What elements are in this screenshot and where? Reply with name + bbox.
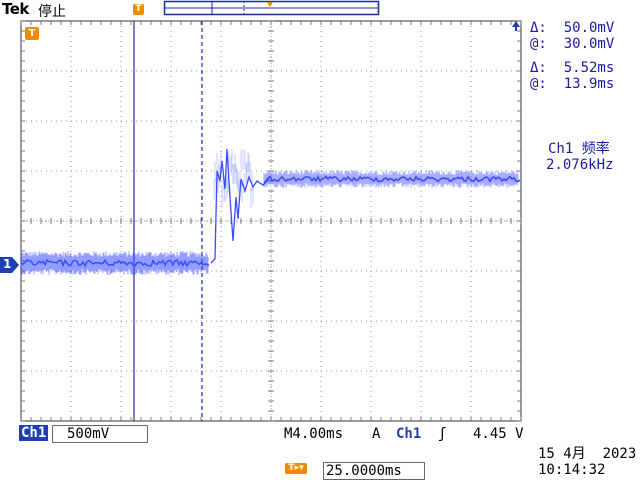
date-label: 15 4月 2023	[538, 446, 637, 462]
channel1-scale[interactable]: 500mV	[52, 425, 148, 443]
run-status: 停止	[38, 4, 66, 20]
channel1-label[interactable]: Ch1	[19, 425, 49, 441]
trace-low	[20, 258, 210, 268]
trace-transient-noise	[213, 149, 254, 209]
cursor-time-at: @: 13.9ms	[530, 76, 615, 92]
brand-logo: Tek	[2, 0, 29, 18]
trigger-level[interactable]: 4.45 V	[473, 426, 524, 442]
measurement-value: 2.076kHz	[546, 157, 614, 173]
channel1-ground-marker[interactable]	[0, 257, 20, 273]
record-view-bar[interactable]	[160, 0, 382, 18]
cursor-voltage-at: @: 30.0mV	[530, 36, 615, 52]
trigger-source[interactable]: Ch1	[396, 426, 422, 442]
trigger-position-marker[interactable]: T	[133, 4, 144, 15]
trigger-level-marker[interactable]	[510, 19, 522, 31]
status-bar: Tek 停止 T	[0, 0, 640, 20]
trigger-time-marker[interactable]: T	[25, 27, 39, 40]
trace-high	[263, 174, 521, 184]
graticule	[20, 20, 522, 422]
horizontal-position-icon: T▸▾	[285, 463, 307, 474]
measurement-label: Ch1 频率	[548, 141, 610, 157]
horizontal-position-value[interactable]: 25.0000ms	[323, 462, 425, 480]
waveform-display[interactable]	[19, 19, 523, 423]
time-label: 10:14:32	[538, 462, 606, 478]
cursor-time-delta: Δ: 5.52ms	[530, 60, 615, 76]
channel1-number: 1	[3, 257, 12, 271]
trigger-mode[interactable]: A	[372, 426, 381, 442]
trigger-slope-icon[interactable]: ʃ	[438, 426, 447, 442]
timebase-scale[interactable]: M4.00ms	[284, 426, 344, 442]
cursor-voltage-delta: Δ: 50.0mV	[530, 20, 615, 36]
trace-transient	[210, 148, 270, 264]
